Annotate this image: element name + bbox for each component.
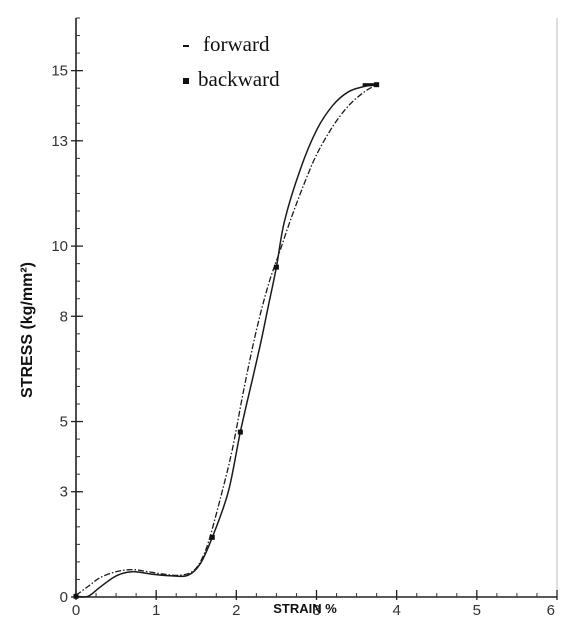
axis-ticks: 0 3 5 8 10 13 15 0 1 2 3 4 5 6 [51, 17, 558, 619]
series-forward-line [75, 84, 377, 596]
legend-backward-label: backward [198, 67, 280, 91]
series-lines [75, 83, 377, 598]
legend: forward backward [183, 32, 280, 91]
series-backward-line [75, 83, 377, 598]
series-backward-marker [273, 264, 279, 270]
legend-backward-square [183, 78, 189, 84]
x-axis-title: STRAIN % [273, 601, 337, 616]
x-tick-label: 4 [392, 602, 400, 619]
x-tick-label: 1 [152, 602, 160, 619]
y-tick-label: 3 [60, 484, 68, 501]
x-tick-label: 3 [312, 602, 320, 619]
legend-forward-label: forward [203, 32, 270, 56]
y-tick-label: 15 [51, 63, 68, 80]
y-tick-label: 5 [60, 414, 68, 431]
y-tick-label: 13 [51, 133, 68, 150]
x-tick-label: 5 [473, 602, 481, 619]
y-tick-label: 0 [60, 589, 68, 606]
x-tick-label: 2 [232, 602, 240, 619]
series-backward-marker [209, 534, 215, 540]
y-tick-label: 10 [51, 238, 68, 255]
y-tick-label: 8 [60, 308, 68, 325]
y-axis-title: STRESS (kg/mm²) [19, 262, 36, 398]
series-markers [73, 82, 380, 599]
series-backward-marker [73, 593, 79, 599]
plot-frame [75, 18, 558, 598]
x-tick-label: 6 [547, 602, 555, 619]
series-backward-marker [237, 429, 243, 435]
x-tick-label: 0 [72, 602, 80, 619]
